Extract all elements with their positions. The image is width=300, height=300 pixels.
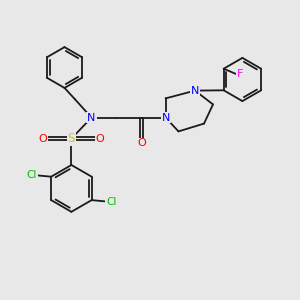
Text: Cl: Cl <box>106 196 116 207</box>
Text: N: N <box>87 112 96 123</box>
Text: Cl: Cl <box>26 170 37 180</box>
Text: N: N <box>161 112 170 123</box>
Text: O: O <box>96 134 105 144</box>
Text: S: S <box>68 132 75 145</box>
Text: N: N <box>191 85 199 96</box>
Text: O: O <box>38 134 47 144</box>
Text: O: O <box>137 138 146 148</box>
Text: F: F <box>237 69 244 79</box>
